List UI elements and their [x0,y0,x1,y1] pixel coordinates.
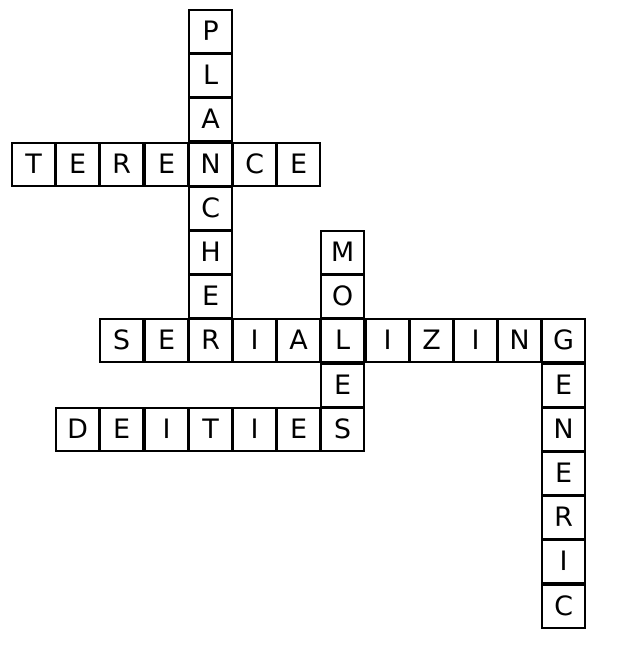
cell-r1-c4-l[interactable]: L [188,53,233,98]
cell-r9-c5-i[interactable]: I [232,407,277,452]
cell-r11-c12-r[interactable]: R [541,495,586,540]
cell-r4-c4-c[interactable]: C [188,186,233,231]
cell-r13-c12-c[interactable]: C [541,584,586,629]
cell-r0-c4-p[interactable]: P [188,9,233,54]
cell-r3-c6-e[interactable]: E [276,142,321,187]
cell-r9-c1-d[interactable]: D [55,407,100,452]
cell-r3-c5-c[interactable]: C [232,142,277,187]
cell-r9-c6-e[interactable]: E [276,407,321,452]
cell-r8-c12-e[interactable]: E [541,363,586,408]
cell-r12-c12-i[interactable]: I [541,539,586,584]
cell-r7-c4-r[interactable]: R [188,318,233,363]
cell-r5-c4-h[interactable]: H [188,230,233,275]
cell-r9-c3-i[interactable]: I [144,407,189,452]
cell-r7-c7-l[interactable]: L [320,318,365,363]
cell-r10-c12-e[interactable]: E [541,451,586,496]
cell-r7-c2-s[interactable]: S [99,318,144,363]
cell-r9-c7-s[interactable]: S [320,407,365,452]
cell-r9-c2-e[interactable]: E [99,407,144,452]
cell-r7-c9-z[interactable]: Z [409,318,454,363]
cell-r5-c7-m[interactable]: M [320,230,365,275]
cell-r9-c4-t[interactable]: T [188,407,233,452]
cell-r7-c3-e[interactable]: E [144,318,189,363]
cell-r3-c0-t[interactable]: T [11,142,56,187]
cell-r3-c1-e[interactable]: E [55,142,100,187]
cell-r7-c11-n[interactable]: N [497,318,542,363]
cell-r7-c8-i[interactable]: I [365,318,410,363]
cell-r6-c7-o[interactable]: O [320,274,365,319]
cell-r3-c3-e[interactable]: E [144,142,189,187]
cell-r9-c12-n[interactable]: N [541,407,586,452]
cell-r7-c12-g[interactable]: G [541,318,586,363]
cell-r3-c2-r[interactable]: R [99,142,144,187]
cell-r7-c10-i[interactable]: I [453,318,498,363]
cell-r2-c4-a[interactable]: A [188,97,233,142]
cell-r3-c4-n[interactable]: N [188,142,233,187]
cell-r7-c5-i[interactable]: I [232,318,277,363]
cell-r7-c6-a[interactable]: A [276,318,321,363]
cell-r8-c7-e[interactable]: E [320,363,365,408]
cell-r6-c4-e[interactable]: E [188,274,233,319]
